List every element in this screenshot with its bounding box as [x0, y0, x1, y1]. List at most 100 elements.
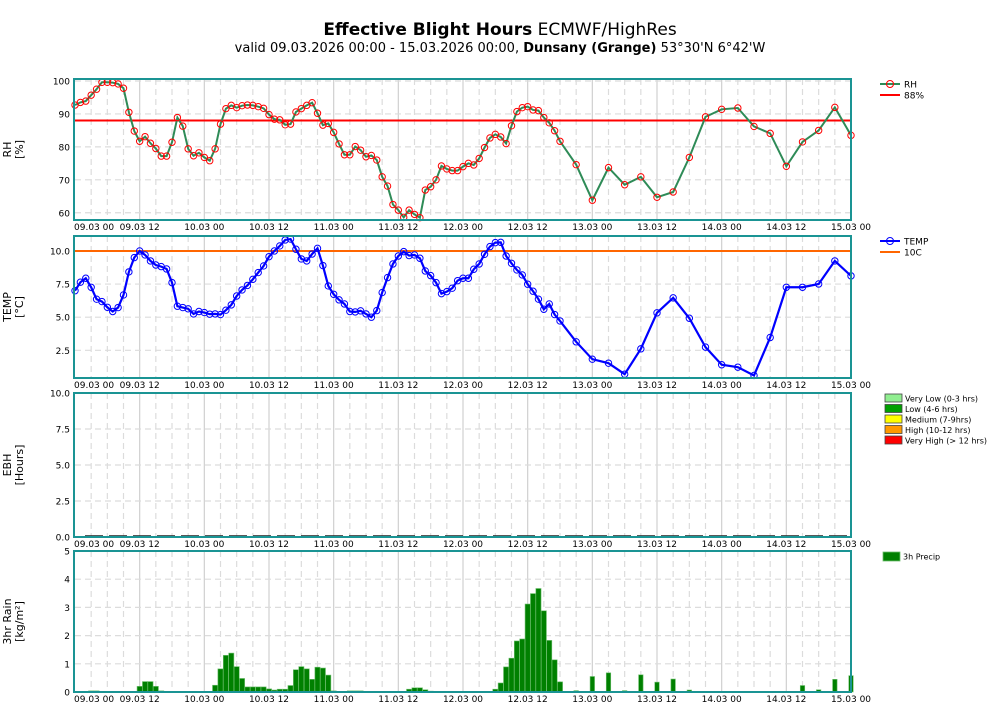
temp-data-point — [637, 345, 645, 353]
legend-label: Low (4-6 hrs) — [905, 405, 958, 414]
temp-data-point — [329, 290, 338, 298]
rh-data-point — [540, 113, 548, 122]
x-tick-label: 14.03 12 — [766, 223, 806, 233]
x-tick-label: 09.03 12 — [120, 381, 160, 391]
x-tick-label: 15.03 00 — [831, 223, 871, 233]
precip-bar — [546, 640, 553, 693]
temp-data-point — [513, 266, 521, 274]
x-tick-label: 12.03 00 — [443, 381, 483, 391]
legend-swatch — [884, 393, 903, 403]
rh-data-point — [114, 80, 122, 88]
temp-data-point — [685, 314, 694, 322]
precip-bar — [212, 684, 219, 693]
x-tick-label: 09.03 12 — [120, 695, 160, 705]
rh-data-point — [335, 140, 343, 148]
rh-data-point — [367, 151, 376, 160]
rh-data-point — [292, 108, 300, 116]
x-tick-label: 13.03 00 — [572, 223, 612, 233]
y-axis-label: [%] — [13, 140, 26, 159]
rh-data-point — [286, 120, 295, 128]
rh-data-point — [394, 206, 403, 214]
rh-data-point — [324, 119, 332, 128]
rh-data-point — [470, 161, 478, 169]
x-tick-label: 10.03 00 — [184, 223, 224, 233]
x-tick-label: 11.03 12 — [378, 540, 418, 550]
rh-data-point — [313, 109, 322, 117]
precip-bar — [638, 674, 644, 693]
precip-bar — [239, 678, 245, 693]
temp-data-point — [130, 253, 138, 262]
temp-data-point — [734, 363, 742, 371]
precip-bar — [589, 676, 595, 693]
temp-data-point — [76, 278, 85, 286]
x-tick-label: 12.03 00 — [443, 695, 483, 705]
x-tick-label: 15.03 00 — [831, 381, 871, 391]
x-tick-label: 15.03 00 — [831, 695, 871, 705]
temp-data-point — [109, 307, 117, 316]
precip-bar — [605, 672, 612, 693]
temp-data-point — [195, 307, 203, 316]
precip-bar — [513, 640, 520, 693]
temp-data-point — [497, 238, 505, 247]
precip-bar — [314, 666, 321, 693]
title-bold: Effective Blight Hours — [323, 20, 533, 40]
precip-bar — [303, 668, 310, 693]
y-tick-label: 10.0 — [50, 247, 70, 257]
temp-data-point — [346, 307, 354, 316]
x-tick-label: 14.03 00 — [702, 381, 742, 391]
x-tick-label: 12.03 12 — [508, 223, 548, 233]
temp-data-point — [475, 260, 483, 268]
x-tick-label: 12.03 00 — [443, 223, 483, 233]
temp-data-point — [556, 317, 564, 325]
temp-data-point — [179, 303, 187, 312]
rh-data-point — [378, 173, 386, 181]
temp-data-point — [480, 250, 489, 258]
precip-plot-frame — [73, 550, 852, 693]
rh-data-point — [356, 146, 365, 154]
rh-data-point — [254, 102, 262, 111]
temp-data-point — [308, 250, 316, 258]
rh-data-point — [620, 181, 629, 189]
rh-data-point — [168, 138, 176, 146]
legend-label: TEMP — [903, 238, 929, 248]
rh-data-point — [588, 196, 597, 204]
temp-data-point — [400, 247, 408, 256]
rh-data-point — [572, 160, 580, 169]
legend-label: Very High (> 12 hrs) — [905, 437, 987, 446]
y-tick-label: 5.0 — [56, 314, 71, 324]
precip-bar — [233, 666, 240, 693]
x-tick-label: 13.03 12 — [637, 540, 677, 550]
rh-data-point — [87, 91, 95, 99]
x-tick-label: 11.03 00 — [314, 381, 354, 391]
temp-data-point — [82, 274, 90, 282]
temp-data-point — [410, 251, 419, 259]
temp-data-point — [701, 343, 710, 351]
y-tick-label: 4 — [64, 576, 70, 586]
x-tick-label: 12.03 12 — [508, 540, 548, 550]
y-tick-label: 2 — [64, 632, 70, 642]
temp-data-point — [356, 307, 365, 315]
y-axis-label: [Hours] — [13, 445, 26, 486]
rh-data-point — [405, 206, 413, 214]
subtitle-validity: valid 09.03.2026 00:00 - 15.03.2026 00:0… — [234, 41, 520, 56]
rh-data-point — [351, 142, 359, 151]
rh-data-point — [184, 145, 192, 153]
rh-data-point — [259, 104, 268, 113]
x-tick-label: 11.03 00 — [314, 223, 354, 233]
rh-data-point — [82, 97, 90, 105]
rh-data-point — [270, 115, 279, 123]
temp-data-point — [405, 251, 413, 260]
temp-data-point — [669, 294, 677, 302]
temp-data-point — [114, 303, 122, 312]
temp-panel: 2.5 5.0 7.5 10.0 09.03 00 09.03 12 10.03 00 10.… — [1, 235, 929, 391]
temp-data-point — [766, 333, 774, 342]
legend-swatch — [884, 435, 903, 445]
rh-data-point — [669, 188, 677, 196]
x-tick-label: 12.03 12 — [508, 695, 548, 705]
temp-data-point — [125, 268, 133, 276]
y-tick-label: 2.5 — [56, 347, 70, 357]
temp-data-point — [276, 242, 284, 250]
precip-bar — [654, 681, 660, 693]
x-tick-label: 09.03 00 — [74, 223, 114, 233]
